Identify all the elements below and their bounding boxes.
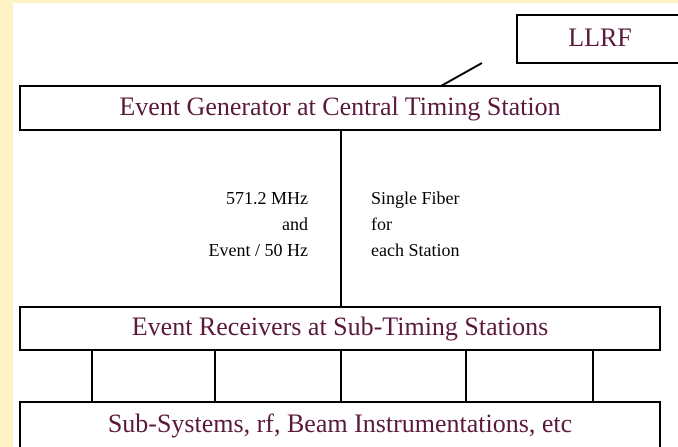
link-note: 571.2 MHz — [226, 188, 308, 208]
llrf-box — [516, 14, 678, 64]
link-note: each Station — [371, 240, 459, 260]
top-strip — [0, 0, 678, 3]
subsystems-box — [19, 401, 661, 447]
connector — [440, 62, 483, 87]
link-note: Single Fiber — [371, 188, 460, 208]
receivers-label: Event Receivers at Sub-Timing Stations — [132, 312, 548, 341]
generator-box — [19, 85, 661, 131]
subsystems-label: Sub-Systems, rf, Beam Instrumentations, … — [108, 409, 572, 438]
link-note: and — [282, 214, 308, 234]
link-note: for — [371, 214, 392, 234]
side-strip — [0, 0, 13, 447]
llrf-label: LLRF — [568, 23, 632, 52]
generator-label: Event Generator at Central Timing Statio… — [119, 92, 560, 121]
link-note: Event / 50 Hz — [209, 240, 308, 260]
